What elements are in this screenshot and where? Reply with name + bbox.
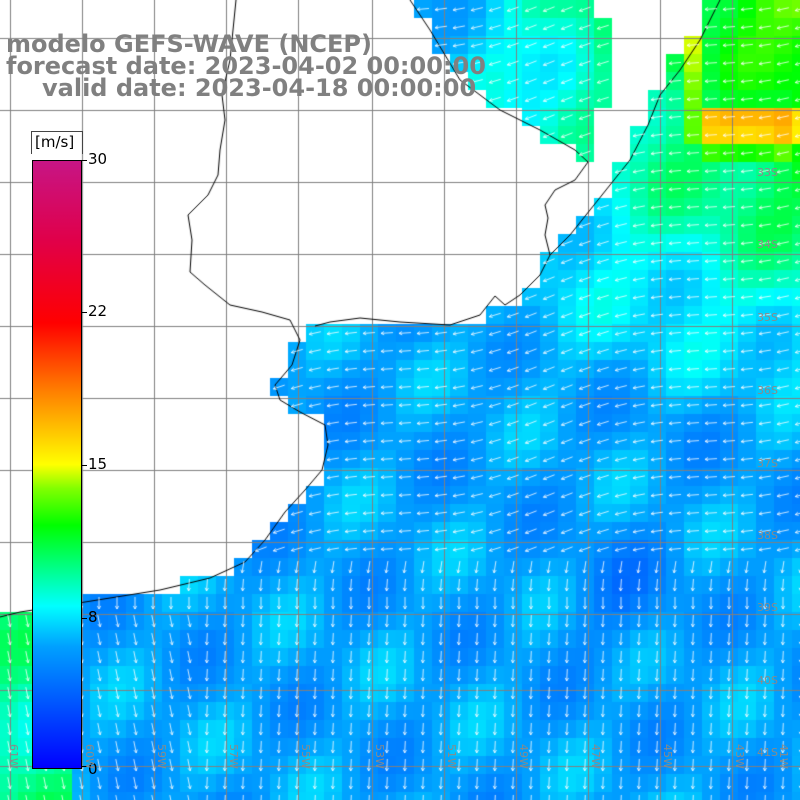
units-frame	[31, 131, 83, 154]
lon-label: 59W	[155, 744, 168, 769]
lat-label: 35S	[757, 311, 778, 324]
lon-label: 51W	[445, 744, 458, 769]
lat-label: 37S	[757, 457, 778, 470]
lat-label: 33S	[757, 166, 778, 179]
colorbar-tickmark	[81, 465, 87, 466]
lat-label: 36S	[757, 384, 778, 397]
colorbar-tick-0: 0	[88, 760, 98, 778]
colorbar-tick-8: 8	[88, 608, 98, 626]
lat-label: 39S	[757, 601, 778, 614]
colorbar-tickmark	[81, 160, 87, 161]
lat-label: 38S	[757, 529, 778, 542]
lon-label: 43W	[733, 744, 746, 769]
title-valid-date: valid date: 2023-04-18 00:00:00	[42, 74, 477, 102]
colorbar-tickmark	[81, 618, 87, 619]
lat-label: 40S	[757, 674, 778, 687]
lat-label: 41S	[757, 746, 778, 759]
title-model: modelo GEFS-WAVE (NCEP)	[6, 30, 372, 58]
colorbar-tickmark	[81, 766, 87, 767]
colorbar-tick-15: 15	[88, 455, 108, 473]
colorbar-tickmark	[81, 312, 87, 313]
lon-label: 45W	[661, 744, 674, 769]
lon-label: 41W	[777, 744, 790, 769]
colorbar-tick-30: 30	[88, 150, 108, 168]
lat-label: 34S	[757, 238, 778, 251]
lon-label: 53W	[373, 744, 386, 769]
title-forecast-date: forecast date: 2023-04-02 00:00:00	[6, 52, 486, 80]
lon-label: 47W	[589, 744, 602, 769]
lon-label: 55W	[299, 744, 312, 769]
lon-label: 49W	[517, 744, 530, 769]
lon-label: 60W	[83, 744, 96, 769]
lon-label: 57W	[227, 744, 240, 769]
lon-label: 61W	[7, 744, 20, 769]
colorbar-tick-22: 22	[88, 302, 108, 320]
colorbar	[32, 160, 82, 769]
colorbar-units: [m/s]	[35, 133, 75, 151]
